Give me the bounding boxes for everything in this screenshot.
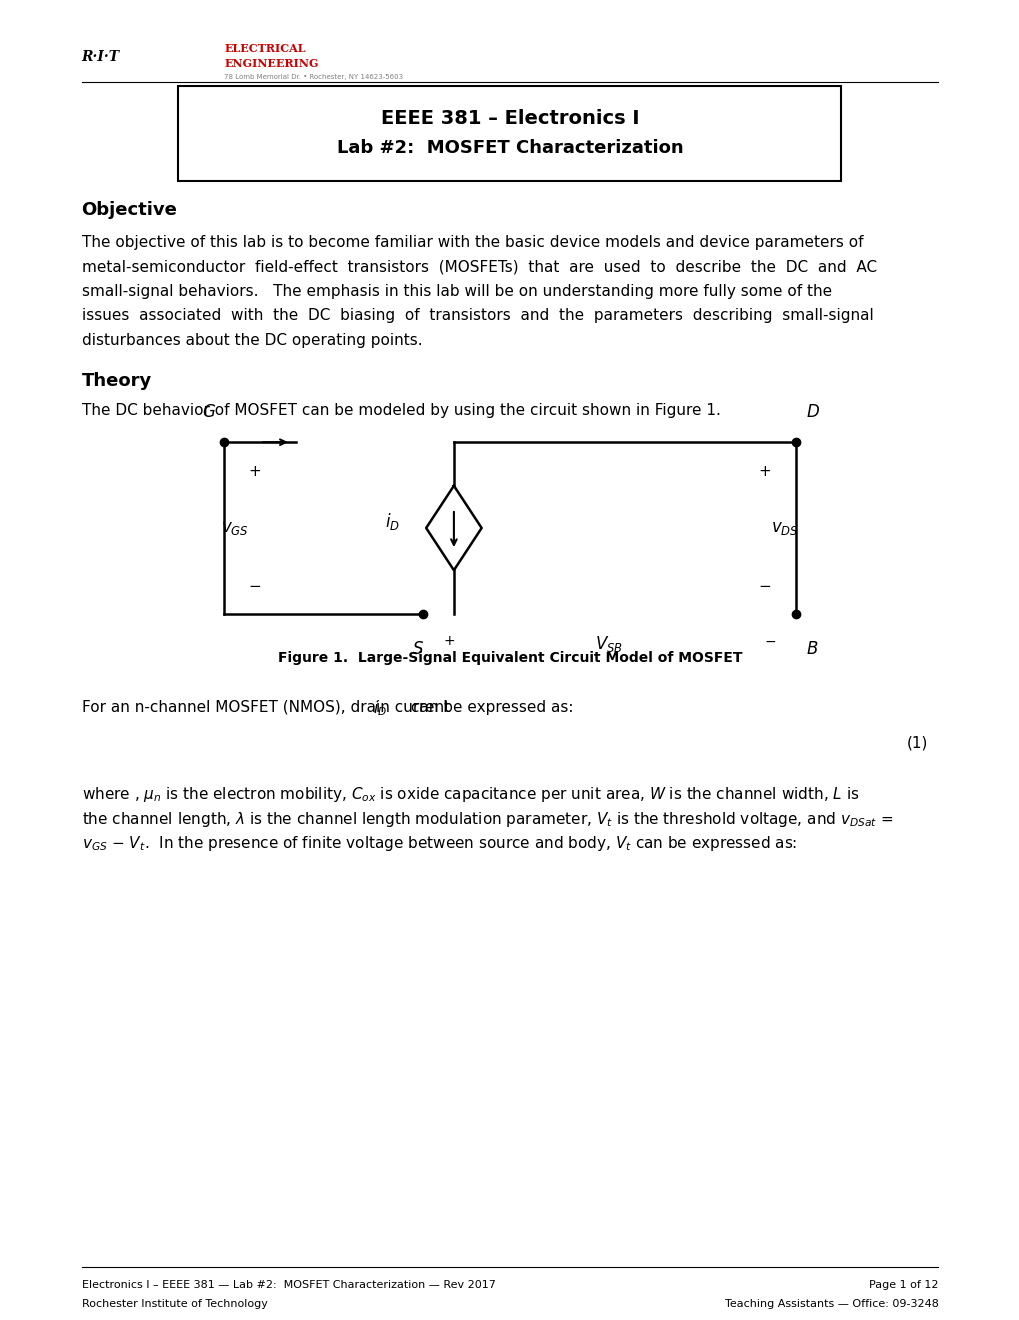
Text: $+$: $+$	[249, 463, 261, 479]
Polygon shape	[426, 486, 481, 570]
Text: $+$: $+$	[758, 463, 770, 479]
Text: The objective of this lab is to become familiar with the basic device models and: The objective of this lab is to become f…	[82, 235, 862, 249]
Text: Theory: Theory	[82, 372, 152, 391]
Text: $V_{SB}$: $V_{SB}$	[595, 634, 623, 653]
Text: where , $\mu_n$ is the electron mobility, $C_{ox}$ is oxide capacitance per unit: where , $\mu_n$ is the electron mobility…	[82, 785, 858, 804]
Text: $S$: $S$	[412, 640, 424, 659]
Text: $-$: $-$	[763, 634, 775, 648]
Text: $v_{GS}$ $-$ $V_t$.  In the presence of finite voltage between source and body, : $v_{GS}$ $-$ $V_t$. In the presence of f…	[82, 834, 796, 853]
Text: $+$: $+$	[442, 634, 454, 648]
Text: $B$: $B$	[805, 640, 817, 659]
Text: can be expressed as:: can be expressed as:	[406, 700, 573, 714]
Text: ELECTRICAL: ELECTRICAL	[224, 44, 306, 54]
Text: $-$: $-$	[758, 577, 770, 593]
Text: EEEE 381 – Electronics I: EEEE 381 – Electronics I	[380, 110, 639, 128]
Text: Figure 1.  Large-Signal Equivalent Circuit Model of MOSFET: Figure 1. Large-Signal Equivalent Circui…	[277, 651, 742, 665]
Text: Lab #2:  MOSFET Characterization: Lab #2: MOSFET Characterization	[336, 139, 683, 157]
Text: ENGINEERING: ENGINEERING	[224, 58, 319, 69]
Text: $-$: $-$	[249, 577, 261, 593]
Text: disturbances about the DC operating points.: disturbances about the DC operating poin…	[82, 333, 422, 347]
Text: $v_{DS}$: $v_{DS}$	[770, 519, 799, 537]
Text: 78 Lomb Memorial Dr. • Rochester, NY 14623-5603: 78 Lomb Memorial Dr. • Rochester, NY 146…	[224, 74, 404, 79]
Text: Rochester Institute of Technology: Rochester Institute of Technology	[82, 1299, 267, 1309]
Text: small-signal behaviors.   The emphasis in this lab will be on understanding more: small-signal behaviors. The emphasis in …	[82, 284, 830, 298]
Text: issues  associated  with  the  DC  biasing  of  transistors  and  the  parameter: issues associated with the DC biasing of…	[82, 309, 872, 323]
Text: $v_{GS}$: $v_{GS}$	[220, 519, 249, 537]
Text: Electronics I – EEEE 381 — Lab #2:  MOSFET Characterization — Rev 2017: Electronics I – EEEE 381 — Lab #2: MOSFE…	[82, 1280, 495, 1291]
Text: For an n-channel MOSFET (NMOS), drain current: For an n-channel MOSFET (NMOS), drain cu…	[82, 700, 454, 714]
Text: R·I·T: R·I·T	[82, 50, 119, 63]
Text: $D$: $D$	[805, 403, 819, 421]
Text: Objective: Objective	[82, 201, 177, 219]
Text: the channel length, $\lambda$ is the channel length modulation parameter, $V_t$ : the channel length, $\lambda$ is the cha…	[82, 809, 892, 829]
Text: Page 1 of 12: Page 1 of 12	[868, 1280, 937, 1291]
Text: $G$: $G$	[202, 403, 216, 421]
Text: (1): (1)	[906, 735, 927, 750]
Text: $i_D$: $i_D$	[372, 700, 386, 718]
Text: Teaching Assistants — Office: 09-3248: Teaching Assistants — Office: 09-3248	[723, 1299, 937, 1309]
FancyBboxPatch shape	[178, 86, 841, 181]
Text: metal-semiconductor  field-effect  transistors  (MOSFETs)  that  are  used  to  : metal-semiconductor field-effect transis…	[82, 260, 876, 275]
Text: The DC behavior of MOSFET can be modeled by using the circuit shown in Figure 1.: The DC behavior of MOSFET can be modeled…	[82, 403, 719, 417]
Text: $i_D$: $i_D$	[385, 511, 399, 532]
